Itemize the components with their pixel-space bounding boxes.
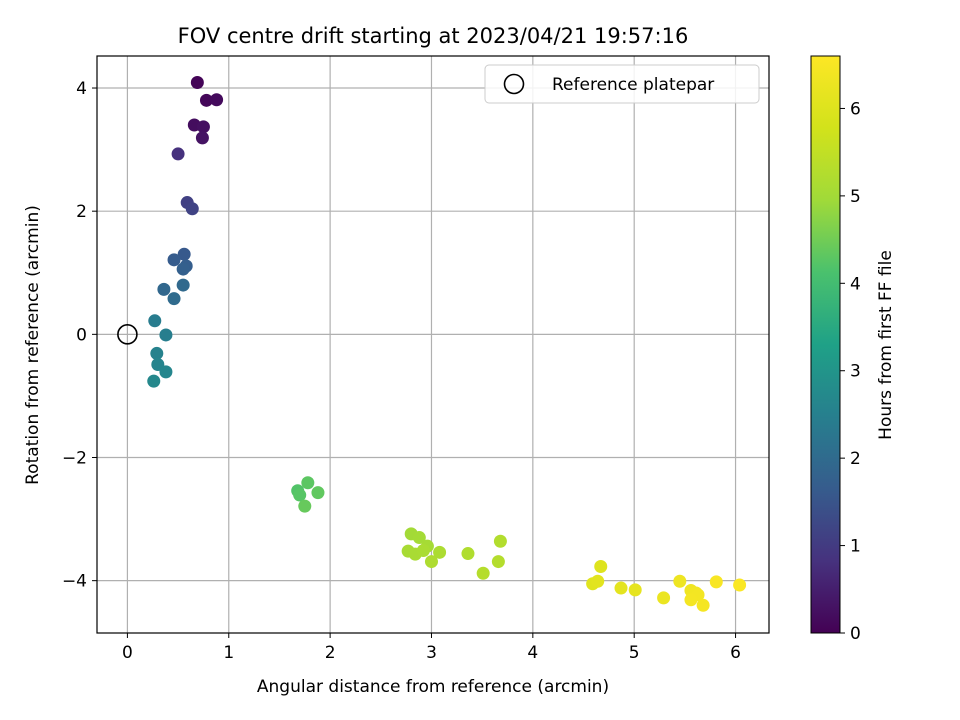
y-tick-label: 0: [76, 325, 87, 345]
plot-frame: [96, 55, 770, 634]
data-point: [176, 278, 190, 292]
data-point: [293, 488, 307, 502]
colorbar-tick-label: 6: [850, 99, 861, 119]
plot-background: [97, 56, 769, 633]
data-point: [159, 365, 173, 379]
legend-box: [484, 64, 760, 104]
colorbar-tick-label: 5: [850, 187, 861, 207]
y-axis-ticks: −4 −2 0 2 4: [62, 79, 97, 592]
data-point: [185, 202, 199, 216]
x-tick-label: 4: [527, 643, 538, 663]
data-point: [167, 253, 181, 267]
data-point: [493, 534, 507, 548]
y-tick-label: −4: [62, 572, 87, 592]
x-tick-label: 5: [629, 643, 640, 663]
plot-area: 0 1 2 3 4 5 6 −4 −2 0 2 4: [62, 55, 770, 663]
data-point: [614, 581, 628, 595]
data-point: [628, 583, 642, 597]
colorbar-tick-label: 0: [850, 624, 861, 644]
data-point: [657, 591, 671, 605]
colorbar-tick-label: 4: [850, 274, 861, 294]
data-point: [298, 499, 312, 513]
data-point: [171, 147, 185, 161]
data-point: [476, 566, 490, 580]
legend-label: Reference platepar: [552, 75, 714, 95]
data-points: [147, 75, 747, 612]
colorbar: 0 1 2 3 4 5 6 Hours from first FF file: [810, 55, 896, 644]
data-point: [147, 374, 161, 388]
data-point: [684, 593, 698, 607]
y-tick-label: 4: [76, 79, 87, 99]
colorbar-ticks: 0 1 2 3 4 5 6: [840, 99, 861, 644]
data-point: [709, 575, 723, 589]
y-tick-label: −2: [62, 448, 87, 468]
data-point: [733, 578, 747, 592]
data-point: [461, 547, 475, 561]
reference-platepar-marker: [117, 324, 138, 345]
colorbar-tick-label: 3: [850, 362, 861, 382]
y-axis-label: Rotation from reference (arcmin): [23, 205, 43, 485]
data-point: [177, 247, 191, 261]
data-point: [591, 574, 605, 588]
data-point: [311, 486, 325, 500]
data-point: [210, 93, 224, 107]
chart-title: FOV centre drift starting at 2023/04/21 …: [178, 24, 689, 48]
x-tick-label: 6: [730, 643, 741, 663]
x-axis-ticks: 0 1 2 3 4 5 6: [122, 633, 741, 663]
colorbar-gradient: [810, 55, 841, 634]
data-point: [150, 346, 164, 360]
colorbar-tick-label: 2: [850, 449, 861, 469]
x-axis-label: Angular distance from reference (arcmin): [257, 677, 609, 697]
colorbar-tick-label: 1: [850, 537, 861, 557]
data-point: [673, 574, 687, 588]
y-tick-label: 2: [76, 202, 87, 222]
gridlines: [97, 56, 769, 633]
data-point: [424, 555, 438, 569]
data-point: [696, 598, 710, 612]
data-point: [176, 262, 190, 276]
x-tick-label: 3: [426, 643, 437, 663]
x-tick-label: 0: [122, 643, 133, 663]
data-point: [594, 559, 608, 573]
data-point: [491, 555, 505, 569]
data-point: [157, 282, 171, 296]
x-tick-label: 1: [223, 643, 234, 663]
legend-marker-circle: [503, 73, 525, 95]
data-point: [412, 531, 426, 545]
data-point: [148, 314, 162, 328]
legend: Reference platepar: [484, 64, 760, 104]
data-point: [196, 120, 210, 134]
data-point: [416, 543, 430, 557]
data-point: [195, 131, 209, 145]
data-point: [167, 292, 181, 306]
colorbar-label: Hours from first FF file: [876, 250, 896, 440]
x-tick-label: 2: [325, 643, 336, 663]
data-point: [433, 545, 447, 559]
data-point: [199, 93, 213, 107]
data-point: [159, 328, 173, 342]
data-point: [190, 75, 204, 89]
data-point: [301, 476, 315, 490]
